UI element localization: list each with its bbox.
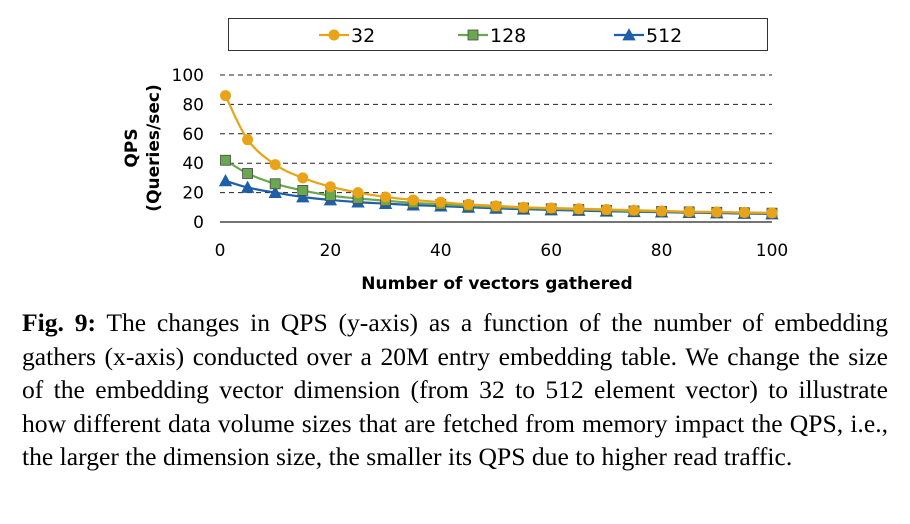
legend-marker-128 (467, 29, 479, 41)
axis-layer: 0 20 40 60 80 100 0 20 40 60 80 100 (172, 66, 789, 261)
x-tick-label: 100 (756, 241, 788, 261)
y-tick-label: 40 (182, 154, 204, 174)
data-point-32 (352, 187, 364, 199)
x-tick-label: 60 (540, 241, 562, 261)
data-point-32 (324, 181, 336, 193)
data-point-32 (242, 134, 254, 146)
data-point-128 (242, 168, 254, 179)
x-tick-label: 40 (430, 241, 452, 261)
data-point-32 (269, 159, 281, 171)
series-layer (218, 90, 779, 220)
data-point-128 (269, 178, 281, 190)
data-point-32 (490, 200, 502, 212)
data-point-128 (297, 184, 309, 196)
data-point-32 (545, 202, 557, 214)
figure-caption: Fig. 9: The changes in QPS (y-axis) as a… (22, 306, 888, 474)
legend-marker-32 (328, 29, 340, 41)
y-tick-label: 20 (182, 184, 204, 204)
x-axis-title: Number of vectors gathered (361, 274, 632, 294)
y-tick-label: 100 (172, 66, 204, 86)
data-point-32 (628, 204, 640, 216)
data-point-512 (240, 180, 255, 193)
data-point-32 (462, 198, 474, 210)
x-tick-label: 80 (651, 241, 673, 261)
caption-label: Fig. 9: (22, 308, 97, 337)
data-point-512 (296, 190, 310, 203)
data-point-128 (220, 154, 231, 166)
data-point-32 (407, 194, 419, 206)
data-point-32 (656, 205, 668, 217)
data-point-32 (220, 90, 232, 102)
data-point-32 (297, 172, 309, 184)
legend-label-32: 32 (351, 25, 375, 47)
y-axis-title-line2: (Queries/sec) (144, 84, 164, 211)
y-tick-label: 0 (193, 213, 204, 233)
data-point-32 (766, 207, 778, 219)
data-point-32 (435, 196, 447, 208)
y-tick-label: 80 (182, 95, 204, 115)
x-tick-label: 0 (215, 241, 226, 261)
data-point-512 (268, 185, 282, 199)
data-point-32 (600, 204, 612, 216)
data-point-32 (573, 203, 585, 215)
x-tick-label: 20 (320, 241, 342, 261)
legend-label-512: 512 (646, 25, 682, 47)
caption-text: The changes in QPS (y-axis) as a functio… (22, 308, 888, 471)
qps-line-chart: 0 20 40 60 80 100 0 20 40 60 80 100 32 128 512 Number… (122, 25, 789, 294)
data-point-32 (711, 206, 723, 218)
y-tick-label: 60 (182, 125, 204, 145)
legend-label-128: 128 (490, 25, 526, 47)
data-point-32 (738, 206, 750, 218)
legend-layer: 32 128 512 (319, 25, 682, 47)
y-axis-title-line1: QPS (122, 128, 142, 167)
data-point-32 (380, 191, 392, 203)
data-point-32 (683, 206, 695, 218)
chart-legend-box (228, 18, 768, 51)
data-point-512 (218, 174, 233, 187)
legend-marker-512 (622, 28, 636, 41)
data-point-32 (518, 201, 530, 213)
